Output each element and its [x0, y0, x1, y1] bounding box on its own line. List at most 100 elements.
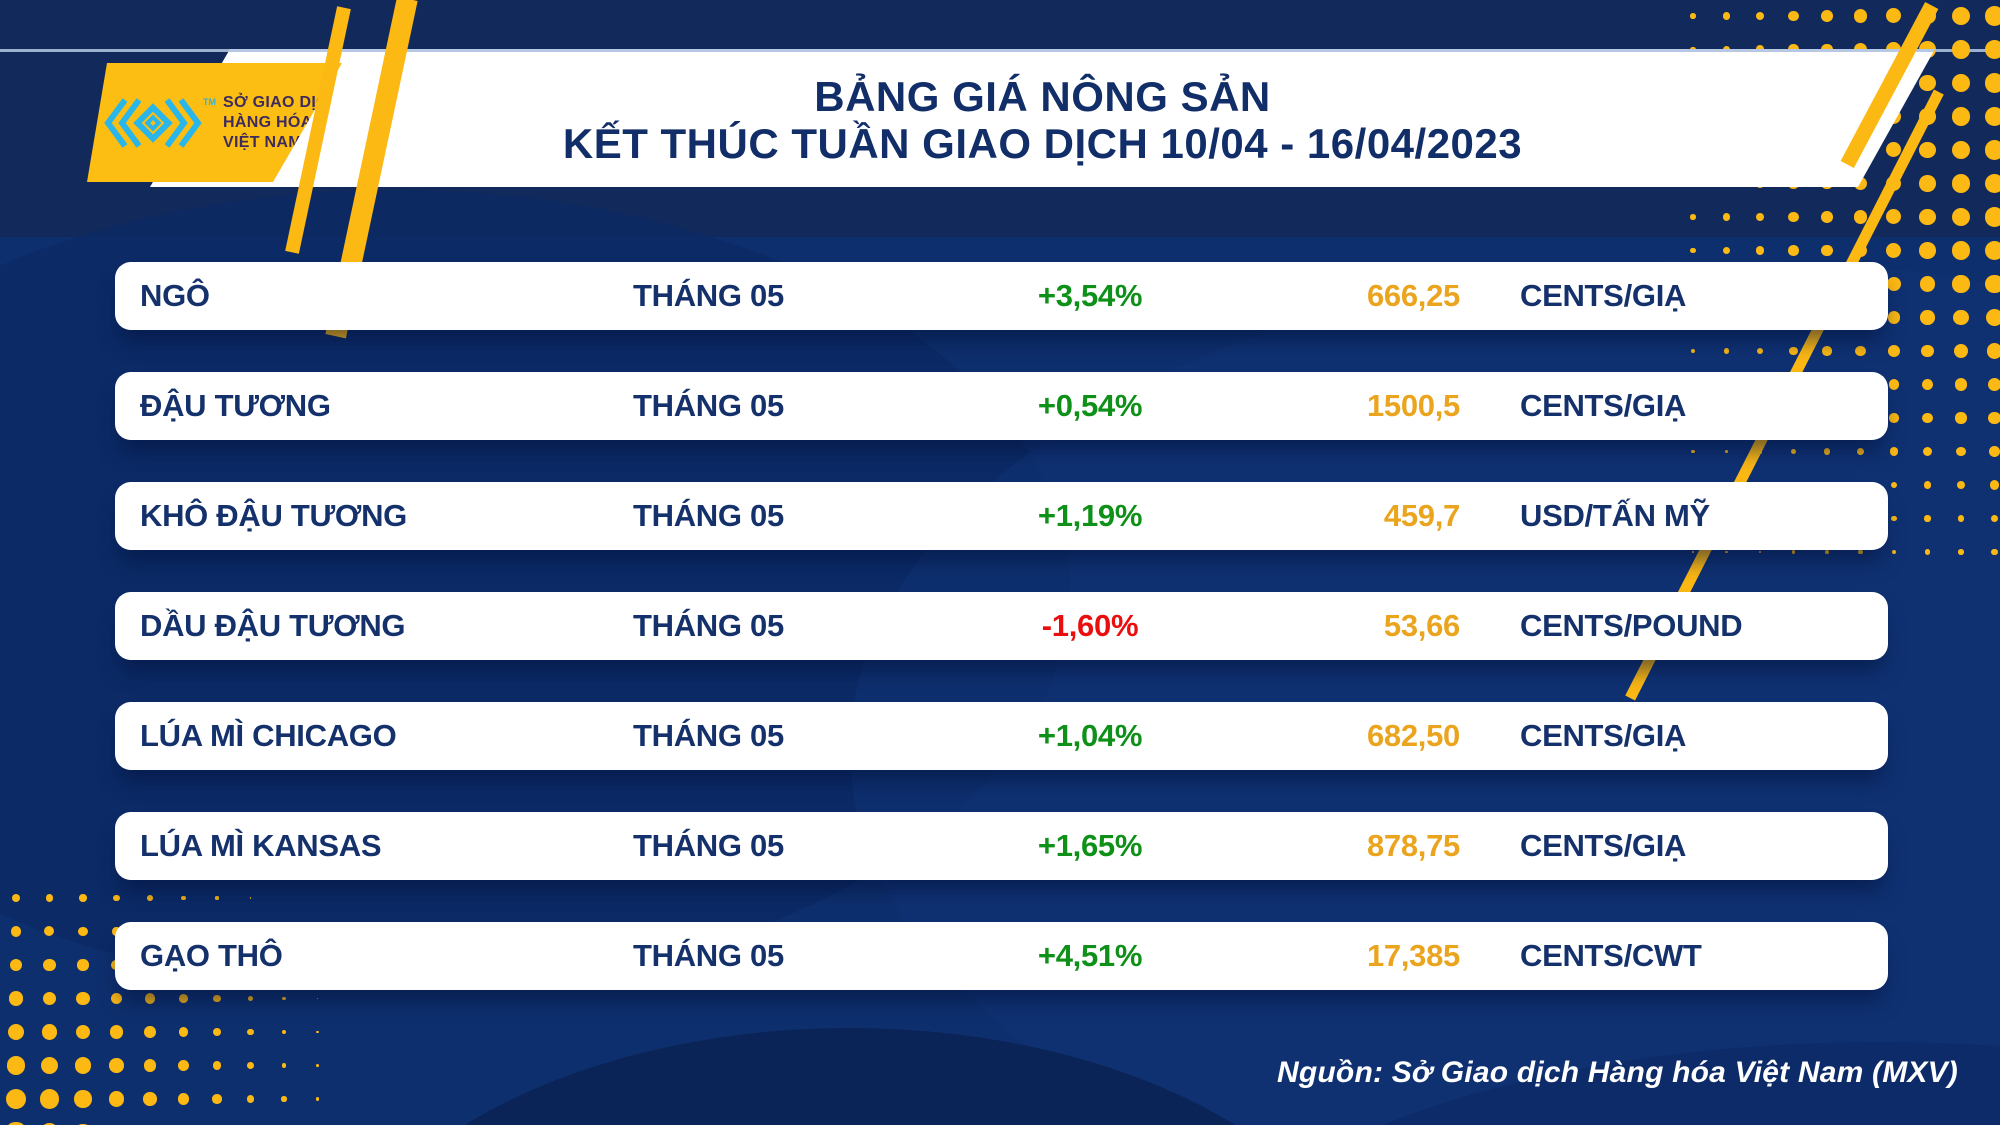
dot	[1821, 10, 1833, 22]
dot	[1990, 514, 1999, 523]
contract-month: THÁNG 05	[633, 498, 784, 533]
dot	[1984, 140, 2000, 160]
dot	[1825, 550, 1829, 554]
dot	[1921, 378, 1934, 391]
dot	[1954, 378, 1968, 391]
dot	[1723, 348, 1730, 354]
dot	[1725, 550, 1728, 554]
dot	[78, 926, 88, 937]
dot	[213, 994, 221, 1003]
dot	[1984, 106, 2000, 127]
dot	[247, 1062, 254, 1069]
dot	[110, 992, 123, 1005]
dot	[1823, 448, 1831, 455]
page-title-line2: KẾT THÚC TUẦN GIAO DỊCH 10/04 - 16/04/20…	[562, 119, 1523, 167]
dot	[1989, 446, 2000, 457]
dot	[177, 1093, 190, 1105]
dot	[147, 895, 153, 901]
dot	[144, 993, 156, 1004]
dot	[1886, 8, 1902, 24]
dot	[1956, 480, 1966, 490]
dot	[246, 1095, 255, 1103]
dot	[76, 991, 90, 1006]
dot	[247, 1028, 254, 1036]
dot	[1886, 276, 1902, 292]
table-row: ĐẬU TƯƠNG THÁNG 05 +0,54% 1500,5 CENTS/G…	[115, 372, 1888, 440]
dot	[108, 1091, 125, 1107]
dot	[1821, 244, 1833, 257]
dot	[1821, 211, 1833, 223]
contract-month: THÁNG 05	[633, 278, 784, 313]
dot	[212, 1094, 222, 1104]
dot	[1788, 245, 1799, 256]
dot	[1858, 549, 1863, 555]
dot	[316, 997, 319, 1000]
dot	[1951, 40, 1971, 59]
table-row: KHÔ ĐẬU TƯƠNG THÁNG 05 +1,19% 459,7 USD/…	[115, 482, 1888, 550]
dot	[1984, 73, 2000, 93]
dot	[1951, 241, 1971, 260]
dot	[1924, 549, 1931, 555]
dot	[43, 958, 56, 971]
mxv-logo-icon	[104, 97, 202, 148]
contract-month: THÁNG 05	[633, 718, 784, 753]
mxv-logo-text-line3: VIỆT NAM	[223, 133, 302, 151]
dot	[1755, 212, 1765, 222]
dot	[1951, 73, 1971, 93]
table-row: NGÔ THÁNG 05 +3,54% 666,25 CENTS/GIẠ	[115, 262, 1888, 330]
dot	[1890, 481, 1898, 489]
dot	[1922, 412, 1933, 424]
contract-month: THÁNG 05	[633, 608, 784, 643]
dot	[113, 894, 120, 902]
dot	[315, 1097, 320, 1101]
dot	[1991, 548, 1998, 555]
dot	[1888, 379, 1900, 390]
dot	[249, 897, 252, 899]
dot	[1886, 242, 1902, 258]
source-credit: Nguồn: Sở Giao dịch Hàng hóa Việt Nam (M…	[1277, 1056, 1958, 1089]
dot	[6, 1056, 26, 1075]
price-value: 53,66	[1383, 608, 1460, 643]
dot	[1853, 210, 1868, 224]
dot	[1958, 549, 1964, 555]
dot	[1691, 449, 1695, 453]
header-banner: BẢNG GIÁ NÔNG SẢN KẾT THÚC TUẦN GIAO DỊC…	[150, 49, 1935, 187]
dot	[1724, 449, 1729, 454]
dot	[44, 926, 55, 937]
dot	[1988, 411, 2000, 425]
dot	[77, 959, 89, 971]
dot	[39, 1089, 60, 1109]
dot	[109, 1058, 124, 1073]
dot	[1756, 347, 1764, 355]
price-value: 666,25	[1366, 278, 1460, 313]
dot	[1919, 141, 1936, 159]
commodity-name: LÚA MÌ CHICAGO	[140, 718, 397, 753]
mxv-logo-text-line1: SỞ GIAO DỊCH	[223, 93, 340, 111]
dot	[5, 1088, 27, 1110]
dot	[1888, 345, 1900, 357]
table-row: LÚA MÌ KANSAS THÁNG 05 +1,65% 878,75 CEN…	[115, 812, 1888, 880]
price-value: 878,75	[1366, 828, 1460, 863]
dot	[5, 1121, 27, 1125]
dot	[1919, 175, 1936, 192]
dot	[39, 1122, 60, 1125]
dot	[1758, 550, 1762, 554]
change-percent: -1,60%	[1041, 608, 1139, 643]
dot	[1919, 242, 1936, 259]
change-percent: +4,51%	[1037, 938, 1143, 973]
dot	[1951, 6, 1971, 26]
change-percent: +1,19%	[1037, 498, 1143, 533]
dot	[1984, 6, 2000, 26]
dot	[1755, 11, 1765, 21]
commodity-name: KHÔ ĐẬU TƯƠNG	[140, 498, 407, 533]
price-unit: CENTS/CWT	[1520, 938, 1702, 973]
price-value: 459,7	[1383, 498, 1460, 533]
dot	[144, 1026, 156, 1038]
dot	[1692, 551, 1694, 553]
change-percent: +0,54%	[1037, 388, 1143, 423]
table-row: DẦU ĐẬU TƯƠNG THÁNG 05 -1,60% 53,66 CENT…	[115, 592, 1888, 660]
dot	[74, 1090, 92, 1108]
price-unit: CENTS/GIẠ	[1520, 388, 1687, 423]
dot	[9, 958, 23, 972]
dot	[1924, 515, 1931, 522]
